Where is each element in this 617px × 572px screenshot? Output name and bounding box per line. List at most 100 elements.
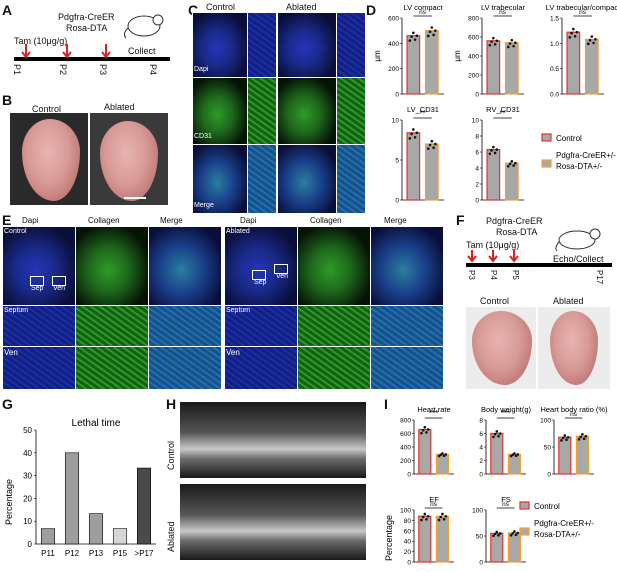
d-chart-5-tick-label: 0 <box>475 198 479 205</box>
i-chart-2-point <box>492 435 495 439</box>
g-tick-label: 50 <box>23 426 32 435</box>
f-tam-dose: Tam (10μg/g) <box>466 240 520 250</box>
d-chart-4-tick-label: 5 <box>395 158 399 165</box>
i-chart-3-bar <box>575 435 589 475</box>
e-sep-tag-1: Sep <box>31 285 44 292</box>
i-chart-1-tick-label: 0 <box>407 472 411 479</box>
d-chart-4-point <box>428 143 432 147</box>
day-p4: P4 <box>148 64 158 76</box>
i-chart-2-tick-label: 2 <box>479 458 483 465</box>
d-chart-1-tick-label: 0 <box>395 92 399 99</box>
c-row-dapi: Dapi <box>194 66 209 73</box>
i-chart-5-sig: ns <box>502 501 510 508</box>
g-x-label: P12 <box>65 549 80 558</box>
c-row-merge: Merge <box>194 202 214 209</box>
i-chart-1-point <box>423 425 427 429</box>
d-chart-5-tick-label: 6 <box>475 150 479 157</box>
d-chart-1-point <box>430 26 434 29</box>
d-chart-1-tick-label: 400 <box>388 41 399 48</box>
i-chart-2-point <box>516 453 520 456</box>
panel-letter-a: A <box>2 2 13 18</box>
i-chart-5-point <box>493 532 497 536</box>
g-tick-label: 30 <box>23 472 32 481</box>
d-chart-1-tick-label: 600 <box>388 16 399 23</box>
panel-letter-h: H <box>166 396 177 412</box>
ablated-heart-photo <box>90 113 168 205</box>
i-legend-swatch-control <box>519 501 530 510</box>
d-chart-1-bar <box>424 30 439 95</box>
i-legend-ablated-1: Pdgfra-CreER+/- <box>534 519 594 528</box>
f-collect-label: Echo/Collect <box>553 254 604 264</box>
i-chart-1-bar <box>418 428 432 475</box>
d-chart-2-tick-label: 0 <box>475 92 479 99</box>
i-chart-4-tick-label: 40 <box>404 539 412 546</box>
d-chart-1-point <box>434 29 437 32</box>
i-chart-1-point <box>426 428 430 431</box>
i-chart-5-point <box>497 534 500 537</box>
g-x-label: P15 <box>113 549 128 558</box>
i-chart-5-title: FS <box>501 495 511 504</box>
i-chart-3-tick-label: 100 <box>540 418 551 425</box>
i-chart-1-title: Heart rate <box>417 405 450 414</box>
g-tick-label: 10 <box>23 517 32 526</box>
i-chart-2-sig: *** <box>501 409 510 418</box>
d-chart-1-sig: ns <box>419 9 427 16</box>
d-chart-1-point <box>408 39 412 42</box>
f-injection-arrows <box>467 250 519 263</box>
i-ylabel: Percentage <box>384 515 394 561</box>
i-chart-5-point <box>495 530 499 534</box>
e-dapi-label-1: Dapi <box>22 216 39 225</box>
g-title: Lethal time <box>72 418 121 429</box>
i-chart-4-point <box>444 514 448 518</box>
d-chart-3-point <box>594 37 597 41</box>
i-chart-3-point <box>584 434 588 438</box>
i-chart-3-point <box>582 437 586 441</box>
tam-dose: Tam (10μg/g) <box>14 36 68 46</box>
i-chart-3-point <box>561 436 565 440</box>
d-chart-3-point <box>590 35 594 38</box>
i-chart-1-point <box>420 431 423 435</box>
panel-letter-i: I <box>384 396 388 412</box>
i-chart-4-tick-label: 0 <box>407 560 411 567</box>
g-tick-label: 40 <box>23 449 32 458</box>
d-chart-5-tick-label: 10 <box>472 118 480 125</box>
d-chart-5-point <box>493 151 497 155</box>
d-chart-5-tick-label: 2 <box>475 182 479 189</box>
d-chart-4-tick-label: 10 <box>392 118 400 125</box>
sep-roi-box <box>30 276 44 286</box>
h-control-label: Control <box>166 440 176 470</box>
panel-letter-f: F <box>456 212 465 228</box>
i-legend-control: Control <box>534 502 560 511</box>
i-chart-4-point <box>423 512 427 516</box>
i-chart-5-bar <box>507 532 522 563</box>
e-ven-label-1: Ven <box>4 348 18 357</box>
d-chart-4-point <box>426 147 430 150</box>
d-chart-2-bar <box>504 42 519 95</box>
i-chart-3-point <box>581 433 584 436</box>
d-chart-5-point <box>508 162 512 166</box>
i-chart-3-point <box>579 435 583 439</box>
i-chart-1-tick-label: 200 <box>400 458 411 465</box>
d-chart-3-tick-label: 0.5 <box>550 66 559 73</box>
i-chart-5-point <box>492 534 495 538</box>
sep-roi-box-2 <box>252 270 266 280</box>
f-genotype-line1: Pdgfra-CreER <box>486 216 543 226</box>
i-chart-2-tick-label: 6 <box>479 431 483 438</box>
g-tick-label: 20 <box>23 494 32 503</box>
i-legend-ablated-2: Rosa-DTA+/- <box>534 530 581 539</box>
d-chart-2-point <box>510 38 514 42</box>
d-chart-5-sig: ** <box>499 109 505 118</box>
i-chart-2-point <box>498 432 502 435</box>
c-row-cd31: CD31 <box>194 133 212 140</box>
d-chart-4-point <box>410 132 413 136</box>
i-chart-3-point <box>563 434 567 437</box>
d-chart-2-tick-label: 200 <box>468 73 479 80</box>
d-chart-4-sig: ** <box>419 109 425 118</box>
d-chart-1-point <box>413 38 417 41</box>
d-chart-3-bar <box>566 31 581 95</box>
ven-roi-box <box>52 276 66 286</box>
i-chart-2-tick-label: 8 <box>479 418 483 425</box>
i-chart-4-point <box>441 512 444 516</box>
d-chart-5-tick-label: 8 <box>475 134 479 141</box>
